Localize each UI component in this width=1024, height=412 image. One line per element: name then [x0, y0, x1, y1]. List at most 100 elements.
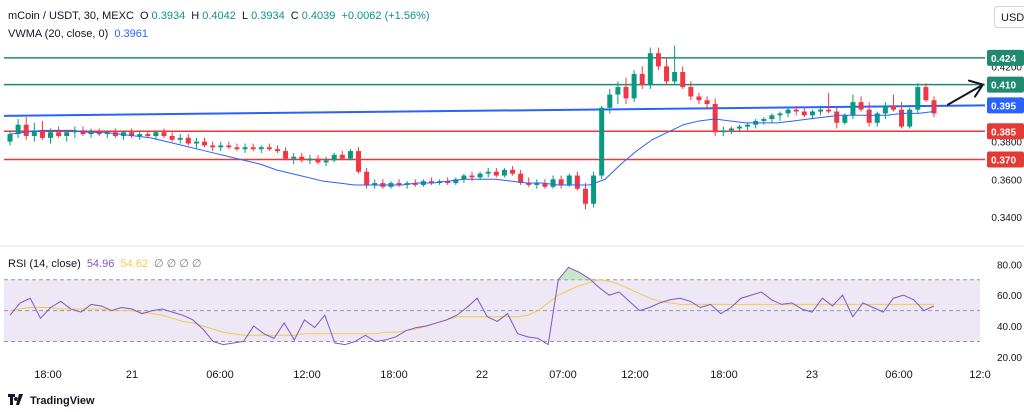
- rsi-ma-line: [9, 279, 934, 336]
- time-tick-label: 22: [476, 369, 488, 381]
- open-label: O: [139, 10, 149, 22]
- vwma-label[interactable]: VWMA (20, close, 0): [8, 28, 109, 40]
- candle-body: [461, 175, 467, 180]
- rsi-lines: [9, 266, 935, 346]
- rsi-ma-value: 54.62: [120, 258, 148, 270]
- candle-body: [137, 134, 143, 136]
- level-price-tag-label: 0.424: [991, 54, 1016, 65]
- rsi-tick-label: 80.00: [997, 260, 1022, 271]
- candle-body: [112, 132, 118, 136]
- candle-body: [210, 145, 216, 148]
- candle-body: [890, 105, 896, 110]
- annotation-arrow-icon: [947, 79, 984, 106]
- brand-name[interactable]: TradingView: [30, 395, 95, 407]
- trendline-price-tag: [987, 97, 1024, 114]
- candle-body: [347, 151, 353, 159]
- rsi-empty-values: ∅ ∅ ∅ ∅: [154, 258, 202, 270]
- rsi-value: 54.96: [86, 258, 115, 270]
- candle-body: [266, 147, 272, 150]
- candle-body: [23, 124, 29, 136]
- horizontal-levels[interactable]: [4, 57, 985, 161]
- candle-body: [850, 102, 856, 116]
- level-price-tag-label: 0.370: [991, 156, 1016, 167]
- candle-body: [323, 160, 329, 163]
- candle-body: [809, 111, 815, 116]
- rsi-tick-label: 60.00: [997, 291, 1022, 302]
- candle-body: [161, 132, 167, 136]
- vwma-value: 0.3961: [114, 28, 148, 40]
- level-price-tag: [987, 49, 1024, 66]
- candle-body: [599, 107, 605, 176]
- candle-body: [769, 115, 775, 120]
- price-tick-label: 0.4200: [991, 62, 1022, 73]
- candle-body: [550, 179, 556, 187]
- candle-body: [582, 188, 588, 204]
- candle-body: [80, 130, 86, 135]
- footer[interactable]: TradingView: [8, 394, 95, 408]
- time-axis[interactable]: 18:00 21 06:00 12:00 18:00 22 07:00 12:00 18:00 2…: [34, 369, 990, 381]
- candle-body: [15, 124, 21, 135]
- candle-body: [218, 145, 224, 148]
- high-value: 0.4042: [202, 10, 236, 22]
- candle-body: [818, 109, 824, 112]
- change-value: +0.0062 (+1.56%): [341, 10, 430, 22]
- level-price-tag: [987, 123, 1024, 140]
- candle-body: [518, 173, 524, 184]
- vwma-legend[interactable]: VWMA (20, close, 0) 0.3961: [8, 28, 151, 40]
- candle-body: [534, 183, 540, 185]
- candle-body: [501, 169, 507, 176]
- time-tick-label: 21: [126, 369, 138, 381]
- candle-body: [680, 72, 686, 88]
- symbol-legend[interactable]: mCoin / USDT, 30, MEXC O 0.3934 H 0.4042 L…: [8, 10, 433, 22]
- candle-body: [234, 147, 240, 150]
- candle-body: [485, 171, 491, 174]
- candle-body: [396, 183, 402, 185]
- candle-body: [48, 132, 54, 138]
- rsi-label[interactable]: RSI (14, close): [8, 258, 81, 270]
- candle-body: [31, 130, 37, 136]
- candle-body: [258, 147, 264, 150]
- candle-body: [728, 128, 734, 131]
- time-tick-label: 12:0: [969, 369, 990, 381]
- trendline[interactable]: [3, 104, 986, 117]
- candle-body: [655, 53, 661, 67]
- candle-body: [882, 105, 888, 114]
- candle-body: [283, 151, 289, 159]
- currency-unit-button[interactable]: USDT: [994, 6, 1024, 28]
- candle-body: [274, 149, 280, 152]
- candle-body: [428, 181, 434, 184]
- low-value: 0.3934: [251, 10, 285, 22]
- candle-body: [153, 132, 159, 136]
- symbol-name[interactable]: mCoin / USDT, 30, MEXC: [8, 10, 134, 22]
- low-label: L: [241, 10, 249, 22]
- candle-body: [785, 109, 791, 114]
- candle-body: [453, 179, 459, 184]
- time-tick-label: 12:00: [621, 369, 649, 381]
- time-tick-label: 18:00: [34, 369, 62, 381]
- candle-body: [356, 151, 362, 172]
- rsi-overbought-fill: [558, 267, 599, 280]
- close-label: C: [290, 10, 299, 22]
- time-tick-label: 07:00: [549, 369, 577, 381]
- price-tags: 0.424 0.410 0.385 0.370 0.395: [987, 49, 1024, 168]
- rsi-tick-label: 20.00: [997, 353, 1022, 364]
- rsi-legend[interactable]: RSI (14, close) 54.96 54.62 ∅ ∅ ∅ ∅: [8, 257, 205, 270]
- candle-body: [607, 94, 613, 108]
- candle-body: [96, 132, 102, 135]
- candle-body: [736, 126, 742, 129]
- candle-body: [777, 113, 783, 116]
- trendline-line[interactable]: [3, 104, 986, 117]
- candle-body: [477, 173, 483, 178]
- candle-body: [299, 156, 305, 161]
- candle-body: [242, 147, 248, 150]
- vwma-series-line: [9, 111, 935, 186]
- candle-body: [469, 175, 475, 178]
- candle-body: [639, 73, 645, 86]
- candle-body: [793, 109, 799, 112]
- close-value: 0.4039: [301, 10, 336, 22]
- arrow-shape: [947, 79, 984, 106]
- candle-body: [615, 87, 621, 95]
- open-value: 0.3934: [151, 10, 186, 22]
